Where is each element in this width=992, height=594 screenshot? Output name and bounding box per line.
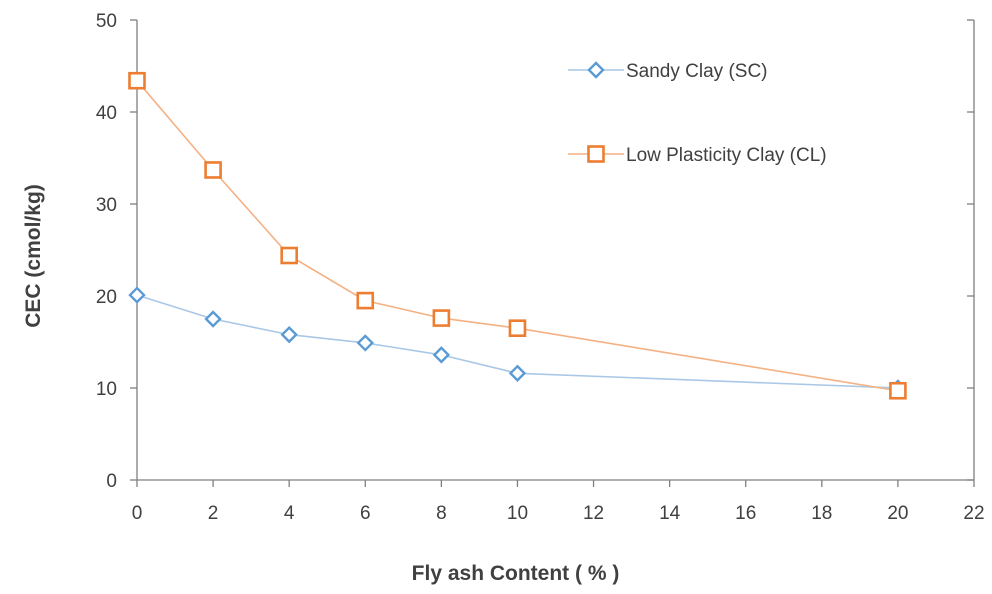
legend-marker (587, 145, 605, 163)
data-point (204, 310, 222, 328)
data-point (280, 325, 298, 344)
data-point (128, 71, 146, 90)
y-tick-label: 0 (106, 471, 117, 492)
data-point (204, 161, 222, 179)
x-tick-label: 22 (963, 503, 984, 524)
x-tick-label: 6 (360, 503, 371, 524)
x-tick-label: 10 (507, 503, 528, 524)
data-point (508, 319, 527, 338)
x-tick-label: 8 (436, 503, 447, 524)
legend-label: Sandy Clay (SC) (626, 61, 768, 82)
x-tick-label: 2 (208, 503, 219, 524)
x-axis-title: Fly ash Content ( % ) (412, 562, 620, 585)
series-1 (128, 286, 907, 397)
x-tick-label: 0 (132, 503, 143, 524)
legend: Sandy Clay (SC) Low Plasticity Clay (CL) (568, 61, 827, 166)
series-2 (128, 71, 907, 400)
y-tick-label: 10 (96, 379, 117, 400)
data-point (508, 364, 527, 382)
legend-item: Low Plasticity Clay (CL) (568, 145, 827, 166)
y-axis-title: CEC (cmol/kg) (22, 184, 45, 328)
series-line (136, 80, 899, 392)
data-point (356, 291, 375, 310)
series-layer (128, 71, 907, 400)
y-tick-label: 30 (96, 195, 117, 216)
y-tick-label: 20 (96, 287, 117, 308)
legend-item: Sandy Clay (SC) (568, 61, 768, 82)
legend-label: Low Plasticity Clay (CL) (626, 145, 827, 166)
data-point (432, 346, 451, 364)
y-tick-label: 50 (96, 11, 117, 32)
data-point (128, 286, 146, 304)
x-tick-label: 16 (735, 503, 756, 524)
x-tick-label: 12 (583, 503, 604, 524)
data-point (432, 309, 451, 327)
x-tick-label: 20 (887, 503, 908, 524)
x-tick-label: 18 (811, 503, 832, 524)
legend-marker (587, 61, 605, 79)
axes: 0 10 20 30 40 50 0 2 4 6 8 10 12 14 16 18 20 22 (96, 11, 985, 524)
x-tick-label: 14 (659, 503, 681, 524)
data-point (356, 334, 374, 352)
data-point (280, 246, 298, 265)
x-tick-label: 4 (284, 503, 295, 524)
y-tick-label: 40 (96, 103, 117, 124)
data-point (889, 381, 907, 400)
